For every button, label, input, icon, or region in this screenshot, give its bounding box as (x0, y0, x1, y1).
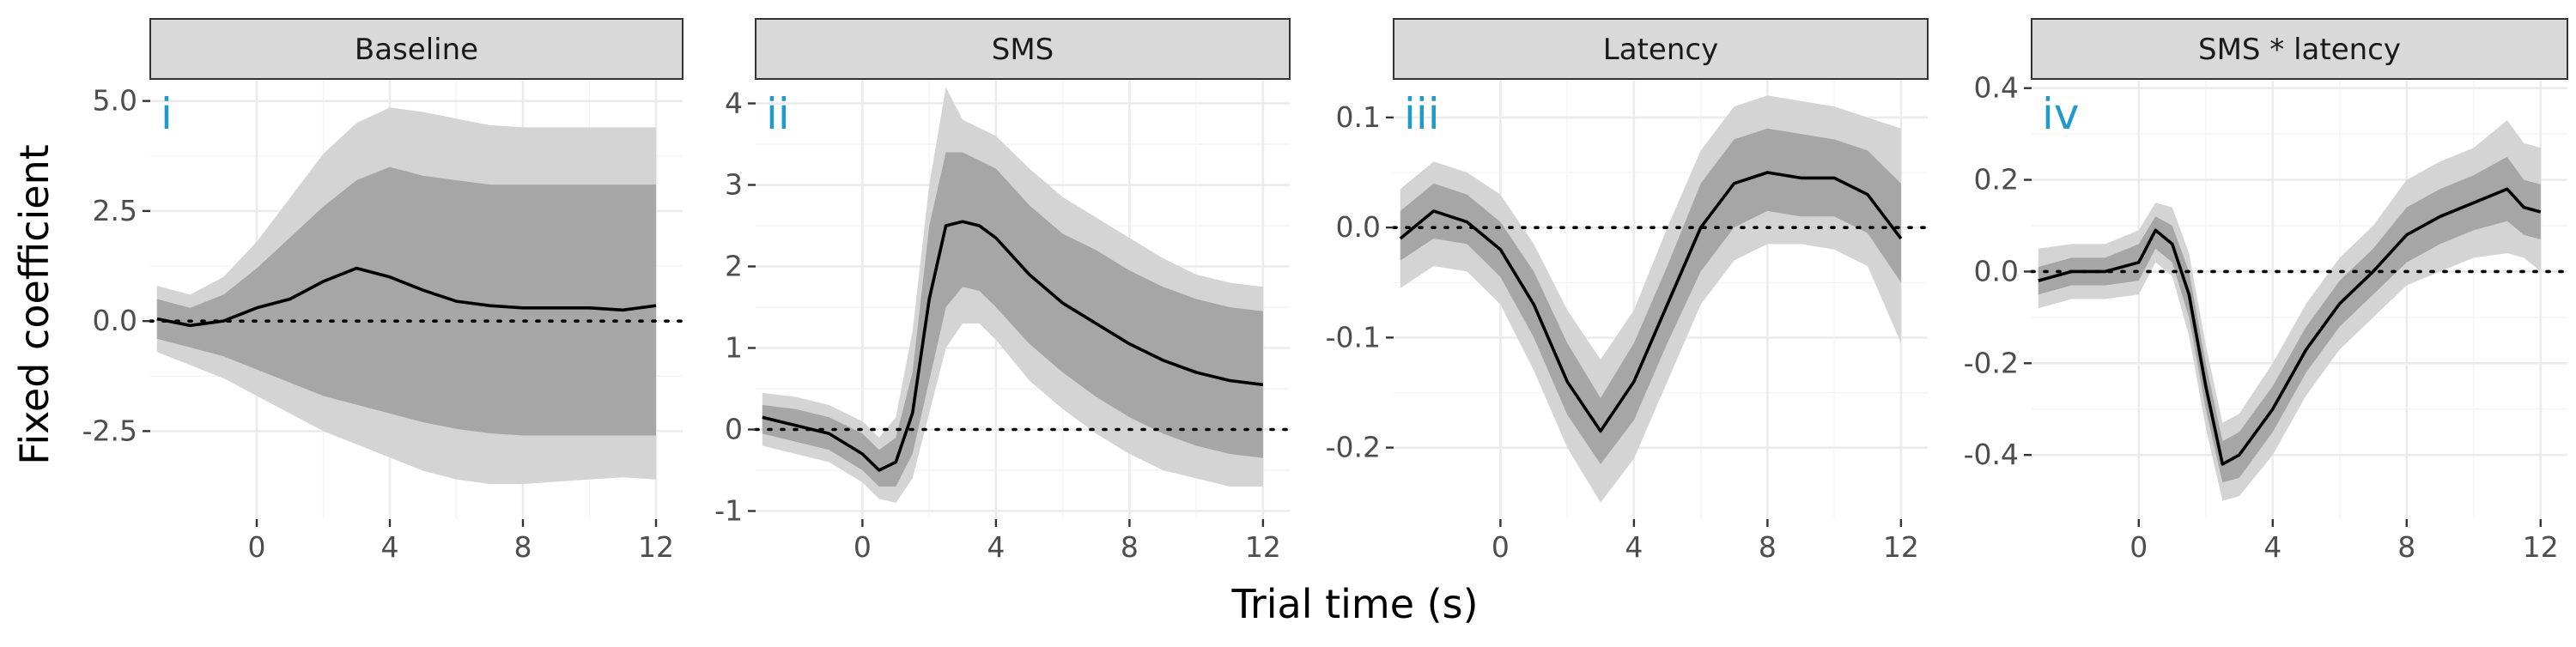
y-tick-label: -2.5 (82, 414, 137, 447)
inner-confidence-band (1400, 128, 1901, 464)
y-tick-label: 0.4 (1974, 71, 2019, 105)
x-tick-label: 8 (1759, 530, 1777, 564)
y-tick-label: 2 (725, 250, 743, 283)
y-tick-label: 5.0 (93, 84, 137, 118)
y-tick-label: -0.2 (1964, 346, 2019, 379)
y-tick-label: -1 (714, 494, 743, 528)
x-tick-label: 12 (2523, 530, 2559, 564)
panels: 0 4 8 12 5.0 2.5 0.0 -2.5 Baseline i 0 4 8 12 4 3 2 1 0 -1 S… (82, 18, 2569, 564)
outer-confidence-band (2038, 120, 2541, 501)
x-tick-label: 0 (1492, 530, 1510, 564)
y-tick-label: 0.0 (93, 304, 137, 337)
inner-confidence-band (156, 166, 657, 436)
x-tick-label: 8 (514, 530, 532, 564)
facet-strip (2031, 18, 2568, 80)
facet-strip-title: SMS (992, 33, 1054, 67)
facet-strip (149, 18, 683, 80)
x-tick-label: 12 (638, 530, 674, 564)
y-tick-label: 3 (725, 168, 743, 202)
panel-label: i (161, 89, 173, 139)
x-axis-title: Trial time (s) (1230, 581, 1478, 627)
y-tick-label: 4 (725, 87, 743, 120)
y-tick-label: -0.2 (1326, 431, 1381, 464)
x-tick-label: 8 (1121, 530, 1139, 564)
y-tick-label: 0 (725, 413, 743, 446)
y-tick-label: -0.4 (1964, 438, 2019, 471)
x-tick-label: 4 (2263, 530, 2281, 564)
panel-label: ii (766, 89, 790, 139)
panel-label: iv (2042, 89, 2079, 139)
x-tick-label: 8 (2397, 530, 2415, 564)
estimate-line (2038, 187, 2542, 466)
facet-panel: 0 4 8 12 0.4 0.2 0.0 -0.2 -0.4 SMS * latency iv (1964, 18, 2569, 564)
y-tick-label: 1 (725, 331, 743, 365)
x-tick-label: 12 (1883, 530, 1919, 564)
estimate-line (1399, 171, 1903, 433)
y-tick-label: 0.2 (1974, 163, 2019, 197)
panel-label: iii (1404, 89, 1440, 139)
facet-panel: 0 4 8 12 0.1 0.0 -0.1 -0.2 Latency iii (1326, 18, 1929, 564)
facet-strip (755, 18, 1291, 80)
estimate-line (156, 266, 657, 328)
x-tick-label: 4 (381, 530, 399, 564)
x-tick-label: 12 (1245, 530, 1281, 564)
y-tick-label: 2.5 (93, 194, 137, 227)
y-tick-label: 0.0 (1336, 210, 1381, 244)
x-tick-label: 4 (1625, 530, 1643, 564)
y-axis-title: Fixed coefficient (11, 144, 58, 465)
estimate-line (762, 220, 1264, 472)
x-tick-label: 0 (2129, 530, 2148, 564)
x-tick-label: 4 (987, 530, 1005, 564)
x-tick-label: 0 (854, 530, 872, 564)
y-tick-label: 0.0 (1974, 254, 2019, 287)
y-tick-label: 0.1 (1336, 100, 1381, 134)
facet-panel: 0 4 8 12 5.0 2.5 0.0 -2.5 Baseline i (82, 18, 684, 564)
facet-strip-title: Baseline (355, 33, 478, 67)
facet-panel: 0 4 8 12 4 3 2 1 0 -1 SMS ii (714, 18, 1291, 564)
facet-strip-title: SMS * latency (2198, 33, 2401, 67)
facet-strip (1393, 18, 1929, 80)
facet-strip-title: Latency (1603, 33, 1718, 67)
x-tick-label: 0 (248, 530, 266, 564)
y-tick-label: -0.1 (1326, 320, 1381, 354)
inner-confidence-band (762, 152, 1263, 487)
